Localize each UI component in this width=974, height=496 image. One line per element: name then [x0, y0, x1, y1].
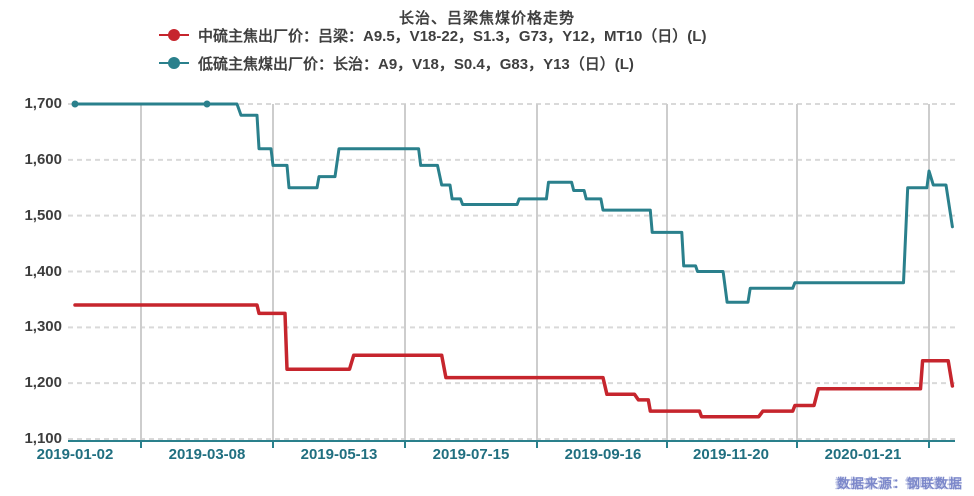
series-point-marker [203, 100, 211, 108]
y-axis-label: 1,500 [24, 206, 62, 224]
series-line-low-sulfur [73, 102, 954, 304]
legend-line-dot-icon [159, 29, 189, 41]
x-axis-label: 2019-11-20 [693, 446, 769, 463]
legend-item-mid-sulfur[interactable]: 中硫主焦出厂价：吕梁：A9.5，V18-22，S1.3，G73，Y12，MT10… [159, 21, 706, 49]
y-axis-label: 1,400 [24, 262, 62, 280]
y-axis-label: 1,200 [24, 374, 62, 392]
x-axis-label: 2019-01-02 [36, 446, 114, 463]
y-axis-label: 1,700 [24, 95, 62, 112]
x-axis-label: 2019-05-13 [300, 446, 378, 463]
data-source-watermark: 数据来源：钢联数据 [836, 476, 963, 491]
legend-line-dot-icon [159, 57, 189, 69]
y-axis-label: 1,600 [24, 150, 62, 168]
x-axis-label: 2019-07-15 [432, 446, 510, 463]
x-axis-label: 2020-01-21 [824, 446, 902, 463]
series-point-marker [71, 100, 79, 108]
legend-item-label: 低硫主焦煤出厂价：长治：A9，V18，S0.4，G83，Y13（日）(L) [198, 55, 634, 73]
y-axis-label: 1,300 [24, 318, 62, 336]
legend-item-label: 中硫主焦出厂价：吕梁：A9.5，V18-22，S1.3，G73，Y12，MT10… [198, 27, 707, 45]
legend-item-low-sulfur[interactable]: 低硫主焦煤出厂价：长治：A9，V18，S0.4，G83，Y13（日）(L) [159, 49, 706, 77]
series-line-mid-sulfur [73, 303, 955, 419]
legend: 中硫主焦出厂价：吕梁：A9.5，V18-22，S1.3，G73，Y12，MT10… [159, 21, 706, 77]
chart-title: 长治、吕梁焦煤价格走势 [398, 10, 575, 27]
x-axis-label: 2019-09-16 [564, 446, 642, 463]
y-axis-label: 1,100 [24, 430, 62, 447]
x-axis-label: 2019-03-08 [168, 446, 246, 463]
